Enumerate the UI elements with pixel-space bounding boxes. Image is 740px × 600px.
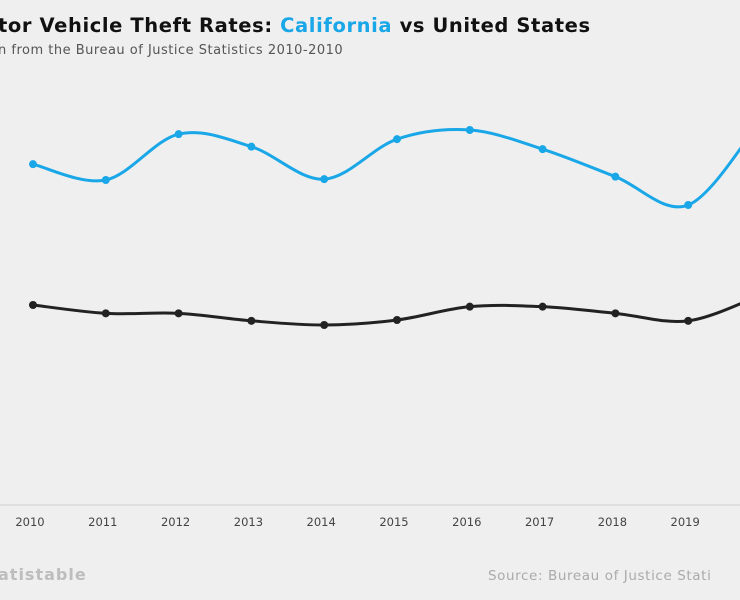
united_states-point-2013 [247, 316, 256, 325]
x-tick-label: 2018 [598, 515, 627, 529]
united_states-point-2016 [465, 302, 474, 311]
title-prefix: tor Vehicle Theft Rates: [0, 14, 281, 37]
united_states-point-2014 [320, 321, 329, 329]
x-tick-label: 2015 [379, 515, 408, 529]
source-note: Source: Bureau of Justice Stati [488, 568, 712, 584]
chart-title: tor Vehicle Theft Rates: California vs U… [0, 14, 591, 37]
california-line [32, 128, 740, 209]
chart-subtitle: n from the Bureau of Justice Statistics … [0, 43, 344, 58]
united_states-point-2011 [101, 309, 110, 318]
united_states-point-2019 [684, 316, 693, 325]
united_states-point-2010 [29, 301, 37, 309]
united_states-line [32, 302, 740, 327]
brand-logo: atistable [0, 565, 87, 584]
california-point-2011 [101, 176, 110, 184]
california-point-2010 [29, 160, 37, 169]
united_states-point-2015 [393, 316, 401, 324]
california-point-2015 [393, 135, 401, 144]
california-point-2014 [320, 175, 329, 184]
x-tick-label: 2011 [88, 515, 117, 529]
x-tick-label: 2017 [525, 515, 554, 529]
x-tick-label: 2013 [234, 515, 263, 529]
x-tick-label: 2010 [15, 515, 44, 529]
united_states-point-2012 [174, 309, 183, 318]
x-tick-label: 2019 [671, 515, 700, 529]
x-tick-label: 2014 [307, 515, 336, 529]
united_states-point-2017 [538, 302, 547, 311]
california-point-2016 [465, 126, 474, 134]
california-point-2018 [611, 172, 620, 181]
california-point-2017 [538, 145, 547, 154]
x-tick-label: 2012 [161, 515, 190, 529]
california-point-2012 [174, 130, 183, 139]
united_states-point-2018 [611, 309, 620, 318]
california-point-2019 [684, 201, 693, 209]
title-suffix: vs United States [392, 14, 591, 37]
california-point-2013 [247, 142, 256, 151]
title-highlight: California [280, 14, 393, 37]
x-tick-label: 2016 [452, 515, 481, 529]
